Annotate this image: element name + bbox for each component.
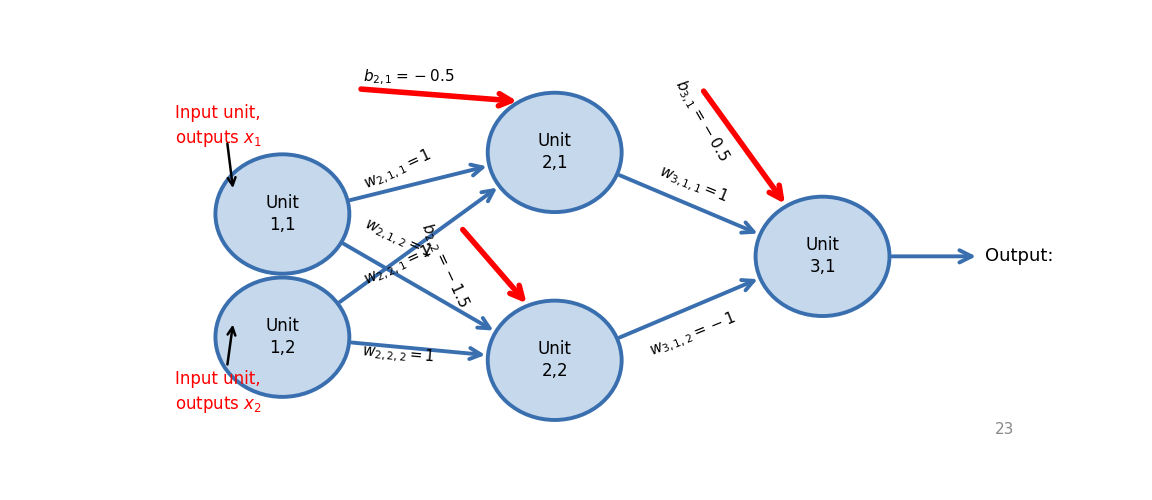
Text: Unit
3,1: Unit 3,1 — [805, 236, 840, 277]
Text: 23: 23 — [995, 422, 1015, 438]
Text: Unit
1,1: Unit 1,1 — [265, 194, 300, 234]
Text: $b_{2,1} = -0.5$: $b_{2,1} = -0.5$ — [363, 68, 454, 87]
Text: $w_{2,2,1} = 1$: $w_{2,2,1} = 1$ — [362, 242, 435, 290]
Text: Input unit,
outputs $x_2$: Input unit, outputs $x_2$ — [175, 370, 263, 415]
Text: Unit
1,2: Unit 1,2 — [265, 317, 300, 358]
Ellipse shape — [215, 154, 349, 274]
Text: Output:: Output: — [985, 248, 1054, 266]
Text: $w_{2,1,1} = 1$: $w_{2,1,1} = 1$ — [362, 146, 435, 194]
Text: Unit
2,1: Unit 2,1 — [538, 132, 571, 172]
Text: $w_{3,1,2} = -1$: $w_{3,1,2} = -1$ — [646, 309, 740, 362]
Text: $w_{3,1,1} = 1$: $w_{3,1,1} = 1$ — [655, 162, 730, 208]
Text: $b_{2,2} = -1.5$: $b_{2,2} = -1.5$ — [417, 220, 472, 310]
Text: Unit
2,2: Unit 2,2 — [538, 340, 571, 380]
Ellipse shape — [215, 278, 349, 397]
Text: $w_{2,2,2} = 1$: $w_{2,2,2} = 1$ — [361, 342, 435, 367]
Text: Input unit,
outputs $x_1$: Input unit, outputs $x_1$ — [175, 104, 263, 150]
Ellipse shape — [487, 300, 622, 420]
Text: $b_{3,1} = -0.5$: $b_{3,1} = -0.5$ — [669, 76, 732, 165]
Ellipse shape — [756, 196, 889, 316]
Ellipse shape — [487, 92, 622, 212]
Text: $w_{2,1,2} = 1$: $w_{2,1,2} = 1$ — [362, 215, 435, 263]
